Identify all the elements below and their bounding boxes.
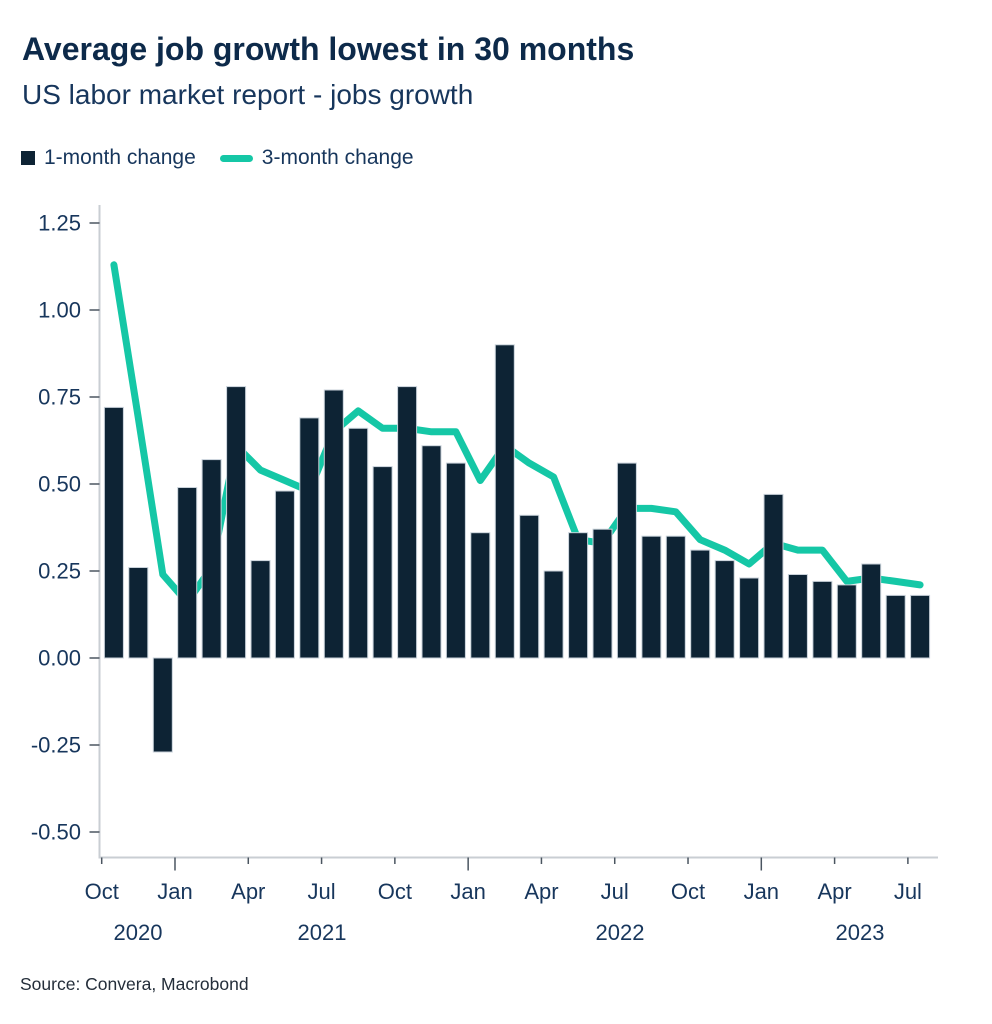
x-tick-label: Apr [231, 879, 265, 904]
bar-sep-2021 [372, 466, 393, 659]
y-tick-label: 0.50 [38, 472, 81, 497]
legend: 1-month change 3-month change [21, 146, 414, 170]
bar-jan-2021 [177, 487, 198, 659]
bar-oct-2021 [397, 386, 418, 659]
year-label: 2020 [114, 920, 163, 945]
bar-aug-2022 [641, 535, 662, 659]
bar-jan-2022 [470, 532, 491, 659]
chart-title: Average job growth lowest in 30 months [22, 31, 635, 67]
source-note: Source: Convera, Macrobond [20, 974, 249, 994]
bar-feb-2023 [787, 574, 808, 659]
x-tick-label: Apr [524, 879, 558, 904]
x-tick-label: Apr [817, 879, 851, 904]
bar-sep-2022 [665, 535, 686, 659]
year-label: 2021 [298, 920, 347, 945]
y-tick-label: 0.25 [38, 559, 81, 584]
bar-may-2023 [861, 563, 882, 659]
y-tick-label: -0.25 [31, 733, 81, 758]
bar-nov-2022 [714, 560, 735, 659]
year-label: 2023 [836, 920, 885, 945]
bar-dec-2022 [739, 577, 760, 659]
bar-oct-2022 [690, 549, 711, 659]
bar-jun-2023 [885, 594, 906, 659]
line-3-month-change [110, 261, 924, 606]
legend-label-1-month: 1-month change [44, 146, 196, 169]
bar-aug-2021 [348, 427, 369, 659]
x-tick-label: Jan [744, 879, 779, 904]
x-tick-label: Jan [450, 879, 485, 904]
bar-may-2022 [568, 532, 589, 659]
bar-jun-2022 [592, 528, 613, 659]
bar-feb-2021 [201, 459, 222, 659]
x-tick-label: Jul [894, 879, 922, 904]
bar-nov-2021 [421, 445, 442, 659]
bar-mar-2022 [519, 514, 540, 659]
legend-label-3-month: 3-month change [261, 146, 414, 169]
y-tick-label: -0.50 [31, 820, 81, 845]
x-tick-label: Oct [671, 879, 705, 904]
y-tick-label: 1.25 [38, 211, 81, 236]
bar-apr-2022 [543, 570, 564, 659]
legend-bar-swatch [21, 151, 35, 165]
x-tick-label: Jan [157, 879, 192, 904]
bar-mar-2021 [226, 386, 247, 659]
y-tick-label: 0.00 [38, 646, 81, 671]
bar-jan-2023 [763, 493, 784, 659]
x-tick-label: Oct [85, 879, 119, 904]
bar-may-2021 [274, 490, 295, 659]
bar-nov-2020 [128, 567, 149, 659]
bar-dec-2021 [445, 462, 466, 659]
year-label: 2022 [596, 920, 645, 945]
y-tick-label: 1.00 [38, 298, 81, 323]
bar-apr-2023 [836, 584, 857, 659]
bar-feb-2022 [494, 344, 515, 659]
x-tick-label: Oct [378, 879, 412, 904]
bar-oct-2020 [103, 406, 124, 659]
bar-jul-2021 [323, 389, 344, 659]
bar-jun-2021 [299, 417, 320, 659]
bar-jul-2023 [910, 594, 931, 659]
bar-jul-2022 [616, 462, 637, 659]
chart-subtitle: US labor market report - jobs growth [22, 79, 474, 110]
x-tick-label: Jul [308, 879, 336, 904]
x-tick-label: Jul [601, 879, 629, 904]
bar-mar-2023 [812, 580, 833, 659]
y-tick-label: 0.75 [38, 385, 81, 410]
legend-line-swatch [219, 154, 253, 162]
bar-dec-2020 [152, 657, 173, 753]
bar-apr-2021 [250, 560, 271, 659]
